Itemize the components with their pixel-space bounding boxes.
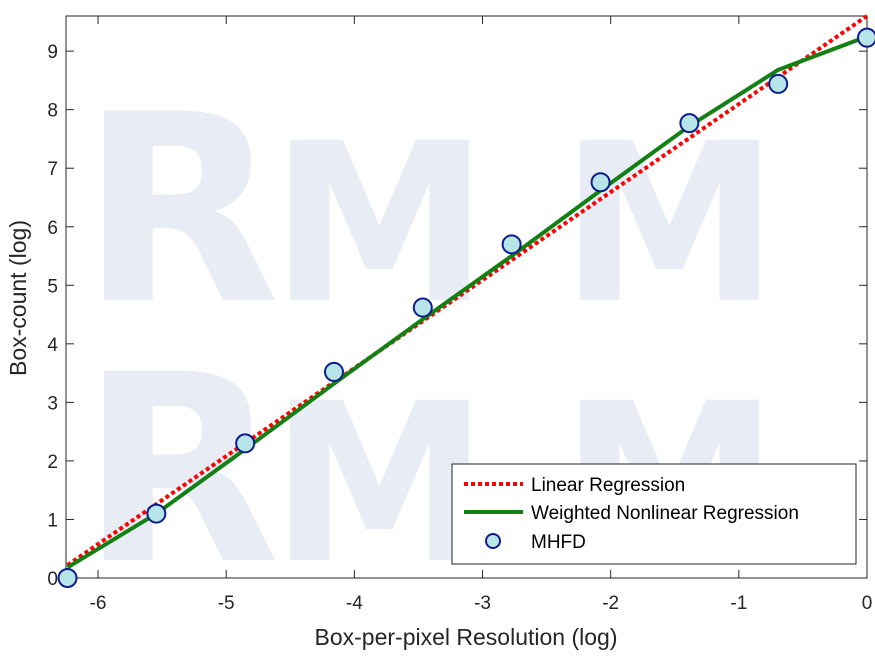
series-line-linear-regression [66,14,869,567]
y-tick-label: 1 [47,510,58,531]
axes-box [65,15,868,579]
x-tick-label: -4 [346,593,363,614]
svg-text:R: R [80,320,280,622]
y-tick-label: 9 [47,42,58,63]
data-point-mhfd [412,297,433,318]
series-line-weighted-regression [66,34,868,570]
data-point-mhfd [323,361,344,382]
y-axis-label: Box-count (log) [5,220,31,376]
x-tick-label: -3 [474,593,491,614]
svg-text:M: M [560,96,779,352]
data-point-mhfd [768,73,789,94]
x-tick-label: -2 [602,593,619,614]
data-point-mhfd [57,568,78,588]
x-tick-label: -5 [218,593,235,614]
x-axis-label: Box-per-pixel Resolution (log) [315,624,618,650]
legend-label-mhfd: MHFD [531,532,586,553]
legend-label-linear: Linear Regression [531,475,685,496]
y-tick-label: 7 [47,159,58,180]
y-tick-label: 5 [47,276,58,297]
y-tick-label: 6 [47,218,58,239]
data-point-mhfd [590,172,611,193]
data-point-mhfd [679,113,700,134]
data-point-mhfd [146,503,167,524]
legend: Linear Regression Weighted Nonlinear Reg… [451,463,857,565]
plot-area: -6 -5 -4 -3 -2 -1 0 0 1 2 3 4 5 6 7 8 9 [47,14,875,614]
svg-text:R: R [80,60,280,362]
y-tick-label: 3 [47,393,58,414]
x-tick-label: 0 [862,593,873,614]
data-point-mhfd [235,433,256,454]
x-tick-label: -1 [730,593,747,614]
y-tick-label: 2 [47,452,58,473]
data-point-mhfd [501,234,522,255]
data-point-mhfd [857,27,875,48]
y-tick-label: 8 [47,101,58,122]
x-tick-label: -6 [90,593,107,614]
y-tick-label: 0 [47,569,58,590]
y-tick-label: 4 [47,335,58,356]
svg-text:M: M [270,96,489,352]
legend-marker-mhfd [485,533,501,549]
legend-label-weighted: Weighted Nonlinear Regression [531,503,799,524]
